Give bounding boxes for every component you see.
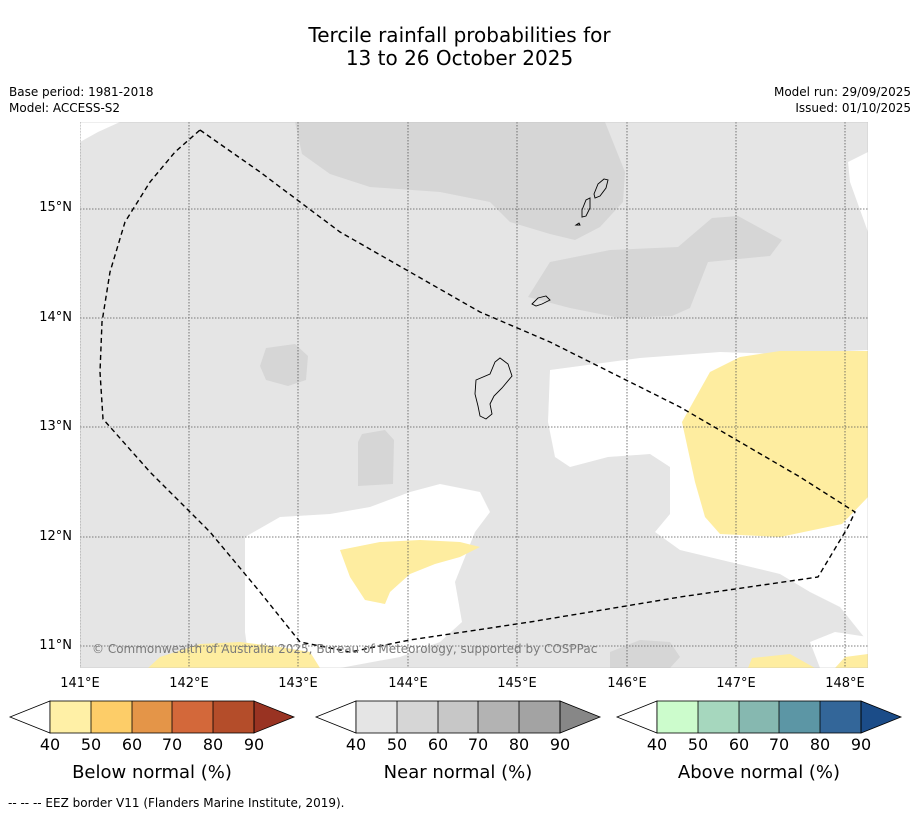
colorbar-near-tick-80: 80	[508, 735, 530, 754]
lat-label-12: 12°N	[39, 529, 72, 544]
colorbar-below-tick-40: 40	[39, 735, 61, 754]
colorbar-above-high-extend	[860, 700, 903, 734]
white-region-left-top	[80, 122, 120, 142]
lat-label-13: 13°N	[39, 419, 72, 434]
colorbar-near-80	[519, 701, 560, 733]
colorbar-below-40	[50, 701, 91, 733]
below-normal-40-south-center	[340, 540, 480, 604]
saipan-island	[593, 178, 609, 199]
colorbar-above-70	[779, 701, 820, 733]
lat-label-15: 15°N	[39, 200, 72, 215]
rota-island	[531, 295, 551, 307]
near-normal-50-small-3	[610, 640, 680, 668]
colorbar-near-40	[356, 701, 397, 733]
model-run-label: Model run: 29/09/2025	[773, 85, 911, 99]
rainfall-probability-map: © Commonwealth of Australia 2025, Bureau…	[80, 122, 868, 668]
colorbar-above-tick-70: 70	[768, 735, 790, 754]
colorbar-below-60	[132, 701, 172, 733]
colorbar-below-tick-70: 70	[161, 735, 183, 754]
colorbar-above-normal	[615, 700, 903, 734]
colorbar-near-70	[478, 701, 519, 733]
colorbar-above-tick-40: 40	[646, 735, 668, 754]
colorbar-below-normal	[8, 700, 296, 734]
colorbar-below-low-extend	[8, 700, 51, 734]
colorbar-below-tick-60: 60	[121, 735, 143, 754]
chart-title-line2: 13 to 26 October 2025	[345, 46, 574, 70]
colorbar-above-50	[698, 701, 739, 733]
lon-label-147: 147°E	[716, 676, 756, 691]
colorbar-above-low-extend	[615, 700, 658, 734]
colorbar-near-60	[438, 701, 478, 733]
eez-border	[99, 129, 856, 653]
colorbar-below-tick-90: 90	[243, 735, 265, 754]
colorbar-above-80	[820, 701, 861, 733]
chart-title-line1: Tercile rainfall probabilities for	[308, 23, 611, 47]
colorbar-below-80	[213, 701, 254, 733]
colorbar-near-tick-40: 40	[345, 735, 367, 754]
near-normal-50-small-1	[260, 344, 308, 386]
lon-label-143: 143°E	[278, 676, 318, 691]
colorbar-above-tick-90: 90	[850, 735, 872, 754]
colorbar-above-tick-50: 50	[687, 735, 709, 754]
tinian-island	[581, 197, 591, 218]
colorbar-near-tick-60: 60	[427, 735, 449, 754]
colorbar-below-title: Below normal (%)	[72, 762, 232, 783]
lon-label-148: 148°E	[825, 676, 865, 691]
colorbar-below-tick-80: 80	[202, 735, 224, 754]
below-normal-40-south-right-2	[835, 654, 868, 668]
colorbar-above-40	[657, 701, 698, 733]
colorbar-near-high-extend	[559, 700, 602, 734]
colorbar-near-tick-70: 70	[467, 735, 489, 754]
white-region-top-right	[800, 122, 868, 232]
guam-island	[474, 357, 513, 420]
copyright-text: © Commonwealth of Australia 2025, Bureau…	[92, 642, 597, 656]
lat-label-11: 11°N	[39, 638, 72, 653]
colorbar-near-title: Near normal (%)	[383, 762, 533, 783]
model-label: Model: ACCESS-S2	[9, 101, 121, 115]
colorbar-near-low-extend	[314, 700, 357, 734]
lon-label-141: 141°E	[60, 676, 100, 691]
colorbar-below-tick-50: 50	[80, 735, 102, 754]
colorbar-above-tick-60: 60	[728, 735, 750, 754]
colorbar-below-70	[172, 701, 213, 733]
lon-label-144: 144°E	[388, 676, 428, 691]
below-normal-40-south-right-1	[748, 654, 815, 668]
below-normal-40-east	[682, 351, 868, 537]
near-normal-50-small-2	[358, 430, 394, 486]
lon-label-146: 146°E	[607, 676, 647, 691]
colorbar-near-normal	[314, 700, 602, 734]
graticule	[80, 122, 868, 668]
near-normal-50-east	[528, 216, 782, 318]
below-normal-40-south-left	[148, 642, 320, 668]
aguijan-island	[574, 222, 581, 226]
colorbar-below-50	[91, 701, 132, 733]
colorbar-near-50	[397, 701, 438, 733]
colorbar-near-tick-50: 50	[386, 735, 408, 754]
eez-footnote: -- -- -- EEZ border V11 (Flanders Marine…	[8, 796, 345, 810]
colorbar-above-title: Above normal (%)	[677, 762, 841, 783]
base-period-label: Base period: 1981-2018	[9, 85, 154, 99]
colorbar-above-tick-80: 80	[809, 735, 831, 754]
lat-label-14: 14°N	[39, 310, 72, 325]
colorbar-above-60	[739, 701, 779, 733]
lon-label-142: 142°E	[169, 676, 209, 691]
lon-label-145: 145°E	[497, 676, 537, 691]
colorbar-near-tick-90: 90	[549, 735, 571, 754]
colorbar-below-high-extend	[253, 700, 296, 734]
issued-label: Issued: 01/10/2025	[795, 101, 911, 115]
near-normal-50-north	[295, 122, 625, 240]
